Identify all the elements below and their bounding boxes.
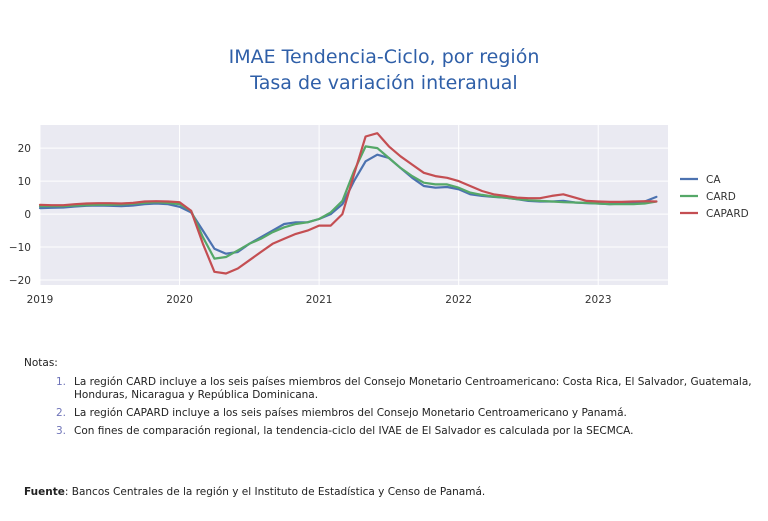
series-line-card: [38, 145, 658, 260]
chart-legend: CA CARD CAPARD: [680, 174, 749, 220]
notes-section: Notas: 1. La región CARD incluye a los se…: [24, 357, 764, 443]
y-tick-label: 20: [18, 143, 31, 155]
x-axis-ticks: 2019 2020 2021 2022 2023: [27, 294, 612, 306]
x-tick-label: 2020: [166, 294, 193, 306]
y-tick-label: −20: [9, 275, 31, 287]
x-tick-label: 2019: [27, 294, 54, 306]
x-tick-label: 2022: [445, 294, 472, 306]
y-tick-label: 0: [24, 209, 31, 221]
note-text: La región CARD incluye a los seis países…: [74, 376, 752, 401]
x-tick-label: 2023: [585, 294, 612, 306]
y-tick-label: −10: [9, 242, 31, 254]
notes-list: 1. La región CARD incluye a los seis país…: [24, 376, 764, 438]
chart-title-block: IMAE Tendencia-Ciclo, por región Tasa de…: [0, 44, 768, 96]
legend-label-capard: CAPARD: [706, 208, 749, 220]
series-lines: [38, 132, 658, 275]
y-tick-label: 10: [18, 176, 31, 188]
note-item: 3. Con fines de comparación regional, la …: [24, 425, 764, 438]
note-number: 2.: [56, 407, 67, 419]
note-item: 2. La región CAPARD incluye a los seis pa…: [24, 407, 764, 420]
source-text: : Bancos Centrales de la región y el Ins…: [64, 486, 486, 498]
notes-heading: Notas:: [24, 357, 58, 369]
source-label: Fuente: [24, 486, 65, 498]
legend-label-card: CARD: [706, 191, 736, 203]
source-line: Fuente: Bancos Centrales de la región y …: [24, 486, 485, 498]
series-line-capard: [38, 132, 658, 275]
note-number: 3.: [56, 425, 67, 437]
note-text: La región CAPARD incluye a los seis país…: [74, 407, 627, 419]
note-number: 1.: [56, 376, 67, 388]
chart-subtitle: Tasa de variación interanual: [250, 72, 518, 94]
note-item: 1. La región CARD incluye a los seis país…: [24, 376, 764, 402]
chart-title: IMAE Tendencia-Ciclo, por región: [228, 46, 540, 68]
x-tick-label: 2021: [306, 294, 333, 306]
legend-label-ca: CA: [706, 174, 721, 186]
note-text: Con fines de comparación regional, la te…: [74, 425, 634, 437]
y-axis-ticks: 20 10 0 −10 −20: [9, 143, 31, 287]
